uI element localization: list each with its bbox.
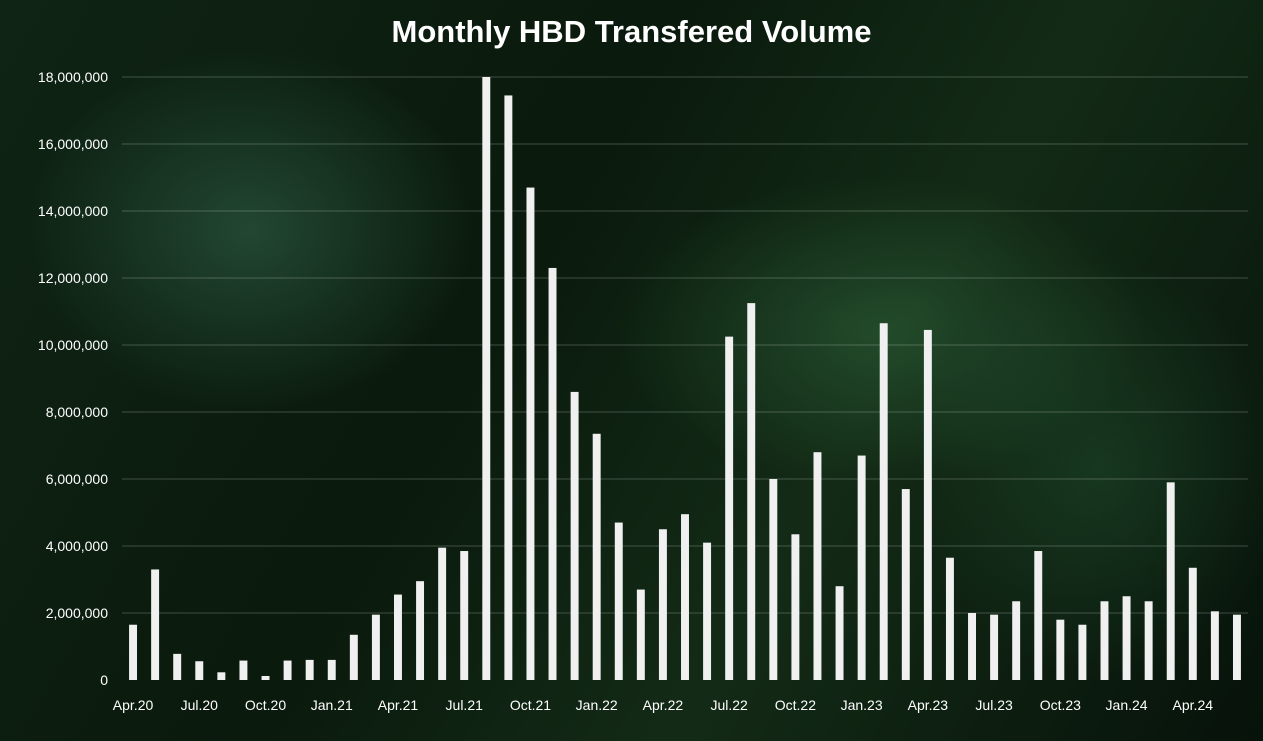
y-tick-label: 14,000,000 (38, 203, 108, 219)
bar (923, 329, 932, 680)
bar (217, 672, 226, 680)
x-tick-label: Oct.20 (245, 697, 286, 713)
bar (791, 534, 800, 680)
x-tick-label: Oct.23 (1040, 697, 1081, 713)
x-tick-label: Apr.22 (643, 697, 684, 713)
bar (526, 187, 535, 681)
bar (835, 586, 844, 680)
bar (371, 614, 380, 680)
y-tick-label: 8,000,000 (46, 404, 108, 420)
bar (1122, 596, 1131, 680)
x-tick-label: Jan.21 (311, 697, 353, 713)
bar (1188, 567, 1197, 680)
y-tick-label: 2,000,000 (46, 605, 108, 621)
bar (261, 675, 270, 680)
bar (151, 569, 160, 680)
bar (1166, 482, 1175, 680)
bar (460, 551, 469, 680)
bar (725, 336, 734, 680)
bar (327, 659, 336, 680)
y-tick-label: 12,000,000 (38, 270, 108, 286)
x-axis-ticks: Apr.20 Jul.20 Oct.20 Jan.21 Apr.21 Jul.21 Oct.… (113, 697, 1213, 713)
x-tick-label: Apr.21 (378, 697, 419, 713)
bar (438, 547, 447, 680)
bar (1232, 614, 1241, 680)
bar (1144, 601, 1153, 680)
y-tick-label: 10,000,000 (38, 337, 108, 353)
y-tick-label: 16,000,000 (38, 136, 108, 152)
bars (129, 77, 1241, 681)
x-tick-label: Apr.20 (113, 697, 154, 713)
bar (769, 479, 778, 680)
y-tick-label: 4,000,000 (46, 538, 108, 554)
bar (305, 659, 314, 680)
chart-title: Monthly HBD Transfered Volume (391, 14, 872, 49)
y-axis-ticks: 0 2,000,000 4,000,000 6,000,000 8,000,000 10,… (38, 69, 108, 688)
bar (901, 489, 910, 680)
bar (394, 594, 402, 680)
bar (614, 522, 623, 680)
bar (1078, 624, 1087, 680)
bar (482, 77, 491, 680)
x-tick-label: Jan.23 (841, 697, 883, 713)
y-tick-label: 18,000,000 (38, 69, 108, 85)
bar (681, 514, 689, 680)
bar (129, 624, 138, 680)
x-tick-label: Jan.24 (1106, 697, 1148, 713)
bar (968, 613, 976, 680)
y-tick-label: 6,000,000 (46, 471, 108, 487)
x-tick-label: Jul.20 (181, 697, 219, 713)
bar (1100, 601, 1109, 680)
x-tick-label: Apr.24 (1173, 697, 1214, 713)
x-tick-label: Jul.23 (975, 697, 1013, 713)
bar (879, 323, 888, 680)
bar (1210, 611, 1219, 680)
x-tick-label: Oct.22 (775, 697, 816, 713)
bar (703, 542, 712, 680)
bar (1034, 551, 1043, 680)
bar (990, 614, 999, 680)
bar (945, 557, 954, 680)
x-tick-label: Jul.21 (446, 697, 484, 713)
bar (592, 433, 601, 680)
x-tick-label: Oct.21 (510, 697, 551, 713)
bar (173, 653, 182, 680)
bar (1012, 601, 1021, 680)
bar (548, 267, 557, 680)
bar (416, 581, 425, 680)
bar (813, 452, 822, 680)
bar (747, 303, 756, 680)
bar (636, 589, 645, 680)
x-tick-label: Jul.22 (710, 697, 748, 713)
bar (349, 634, 358, 680)
x-tick-label: Apr.23 (908, 697, 949, 713)
bar (195, 661, 204, 680)
bar (239, 660, 248, 680)
y-tick-label: 0 (100, 672, 108, 688)
bar (570, 391, 579, 680)
bar (1056, 619, 1065, 680)
x-tick-label: Jan.22 (576, 697, 618, 713)
bar (504, 95, 513, 681)
bar (658, 529, 667, 680)
bar (283, 660, 292, 680)
bar (857, 455, 866, 680)
